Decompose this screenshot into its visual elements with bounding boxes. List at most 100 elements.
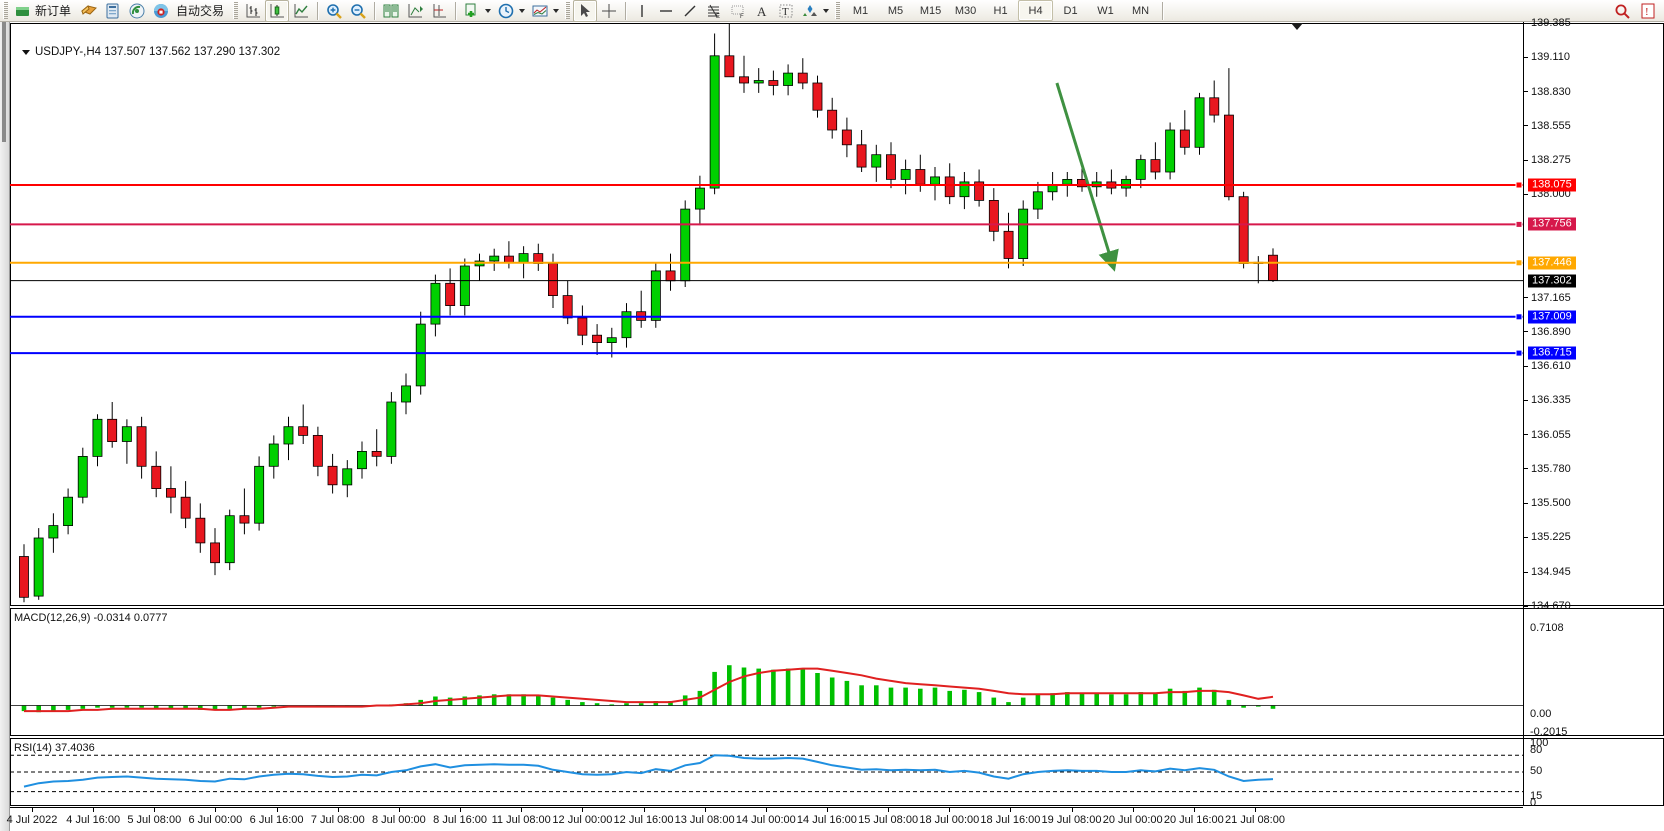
search-icon-button[interactable] (1610, 0, 1634, 22)
timeframe-w1[interactable]: W1 (1097, 4, 1114, 17)
signals-icon (128, 2, 146, 20)
text-label-icon: A (753, 2, 771, 20)
time-tick-label: 4 Jul 16:00 (66, 814, 121, 826)
period-separator-button[interactable] (494, 1, 528, 21)
crosshair-icon (600, 2, 618, 20)
line-chart-icon (292, 2, 310, 20)
price-level-tag[interactable]: 136.715 (1528, 346, 1576, 360)
help-icon-button[interactable]: ! (1636, 0, 1660, 22)
line-chart-icon-button[interactable] (289, 0, 313, 22)
chart-top-caret-icon[interactable] (1291, 23, 1303, 30)
svg-text:!: ! (1645, 6, 1649, 18)
terminal-icon (104, 2, 122, 20)
timeframe-m5[interactable]: M5 (887, 4, 904, 17)
cursor-icon-button[interactable] (573, 0, 598, 22)
toolbar-grip-3[interactable] (565, 2, 571, 19)
terminal-icon-button[interactable] (101, 0, 125, 22)
candlestick-chart-icon-button[interactable] (265, 0, 290, 22)
time-tick (154, 808, 156, 812)
toolbar-separator-4 (625, 1, 627, 20)
svg-text:A: A (757, 4, 767, 19)
toolbar-grip[interactable] (3, 2, 8, 19)
zoom-out-icon-button[interactable] (346, 0, 370, 22)
candlestick-chart-icon (268, 2, 286, 20)
textbox-icon-button[interactable]: T (774, 0, 798, 22)
symbol-ohlc-label: USDJPY-,H4 137.507 137.562 137.290 137.3… (35, 46, 281, 58)
signals-icon-button[interactable] (125, 0, 149, 22)
zoom-in-icon-button[interactable] (322, 0, 346, 22)
equidistant-channel-icon-button[interactable]: F (726, 0, 750, 22)
indicators-button[interactable] (528, 1, 562, 21)
textbox-icon: T (777, 2, 795, 20)
time-tick-label: 12 Jul 00:00 (552, 814, 613, 826)
chart-plot-area[interactable]: USDJPY-,H4 137.507 137.562 137.290 137.3… (7, 17, 1664, 831)
price-level-tag[interactable]: 137.446 (1528, 256, 1576, 270)
period-dropdown-arrow[interactable] (519, 8, 526, 13)
toolbar-separator-3 (455, 1, 457, 20)
new-object-dropdown-arrow[interactable] (485, 8, 492, 13)
timeframe-mn[interactable]: MN (1131, 4, 1150, 17)
new-order-button[interactable]: 新订单 (11, 1, 77, 21)
price-tick: 135.225 (1524, 531, 1571, 543)
shapes-button[interactable] (798, 1, 832, 21)
toolbar-separator-2 (374, 1, 376, 20)
fibonacci-icon-button[interactable]: E (702, 0, 726, 22)
shapes-dropdown-arrow[interactable] (823, 8, 830, 13)
time-axis[interactable]: 4 Jul 2022 4 Jul 16:00 5 Jul 08:00 6 Jul 00… (7, 807, 1523, 831)
metaeditor-icon-button[interactable] (149, 0, 173, 22)
macd-tick: 0.7108 (1530, 622, 1564, 634)
trendline-icon-button[interactable] (678, 0, 702, 22)
text-label-icon-button[interactable]: A (750, 0, 774, 22)
vertical-line-icon-button[interactable] (630, 0, 654, 22)
price-level-tag[interactable]: 137.009 (1528, 310, 1576, 324)
toolbar-grip-2[interactable] (233, 2, 239, 19)
price-level-tag[interactable]: 137.756 (1528, 217, 1576, 231)
horizontal-line-icon (657, 2, 675, 20)
timeframe-m15[interactable]: M15 (919, 4, 942, 17)
tile-windows-icon-button[interactable] (379, 0, 403, 22)
bar-chart-icon-button[interactable] (241, 0, 265, 22)
vertical-scrollbar[interactable] (0, 22, 10, 831)
new-object-button[interactable] (460, 1, 494, 21)
time-tick (704, 808, 706, 812)
crosshair-axis-icon-button[interactable] (427, 0, 451, 22)
time-tick (1193, 808, 1195, 812)
indicators-icon (531, 2, 549, 20)
cursor-icon (576, 2, 594, 20)
toolbar-grip-4[interactable] (835, 2, 841, 19)
timeframe-h1[interactable]: H1 (993, 4, 1008, 17)
time-tick (1010, 808, 1012, 812)
autotrade-button[interactable]: 自动交易 (173, 1, 230, 21)
time-tick (643, 808, 645, 812)
price-tick: 136.890 (1524, 326, 1571, 338)
zoom-out-icon (349, 2, 367, 20)
crosshair-icon-button[interactable] (597, 0, 621, 22)
time-tick (949, 808, 951, 812)
wallet-icon-button[interactable] (77, 0, 101, 22)
svg-text:T: T (782, 6, 789, 18)
time-tick (521, 808, 523, 812)
timeframe-h4[interactable]: H4 (1018, 0, 1054, 21)
chart-frame: USDJPY-,H4 137.507 137.562 137.290 137.3… (0, 17, 1664, 831)
price-tick: 139.110 (1524, 51, 1570, 63)
horizontal-line-icon-button[interactable] (654, 0, 678, 22)
price-level-tag[interactable]: 138.075 (1528, 178, 1576, 192)
time-tick-label: 20 Jul 00:00 (1102, 814, 1163, 826)
time-tick (93, 808, 95, 812)
price-axis[interactable]: 139.385 139.110 138.830 138.555 138.275 138.0… (1523, 17, 1664, 809)
rsi-tick: 80 (1530, 744, 1543, 756)
rsi-tick: 100 (1530, 737, 1549, 749)
help-icon: ! (1639, 2, 1657, 20)
price-tick: 134.945 (1524, 566, 1571, 578)
new-order-icon (14, 2, 32, 20)
indicators-dropdown-arrow[interactable] (553, 8, 560, 13)
data-window-icon-button[interactable] (403, 0, 427, 22)
timeframe-m1[interactable]: M1 (852, 4, 869, 17)
timeframe-group: M1 M5 M15 M30 H1 H4 D1 W1 MN (843, 0, 1158, 21)
price-level-tag[interactable]: 137.302 (1528, 274, 1576, 288)
level-lines-layer[interactable] (10, 23, 1540, 607)
time-tick-label: 21 Jul 08:00 (1225, 814, 1285, 826)
timeframe-m30[interactable]: M30 (954, 4, 977, 17)
timeframe-d1[interactable]: D1 (1063, 4, 1078, 17)
chart-menu-caret-icon[interactable] (22, 49, 30, 55)
